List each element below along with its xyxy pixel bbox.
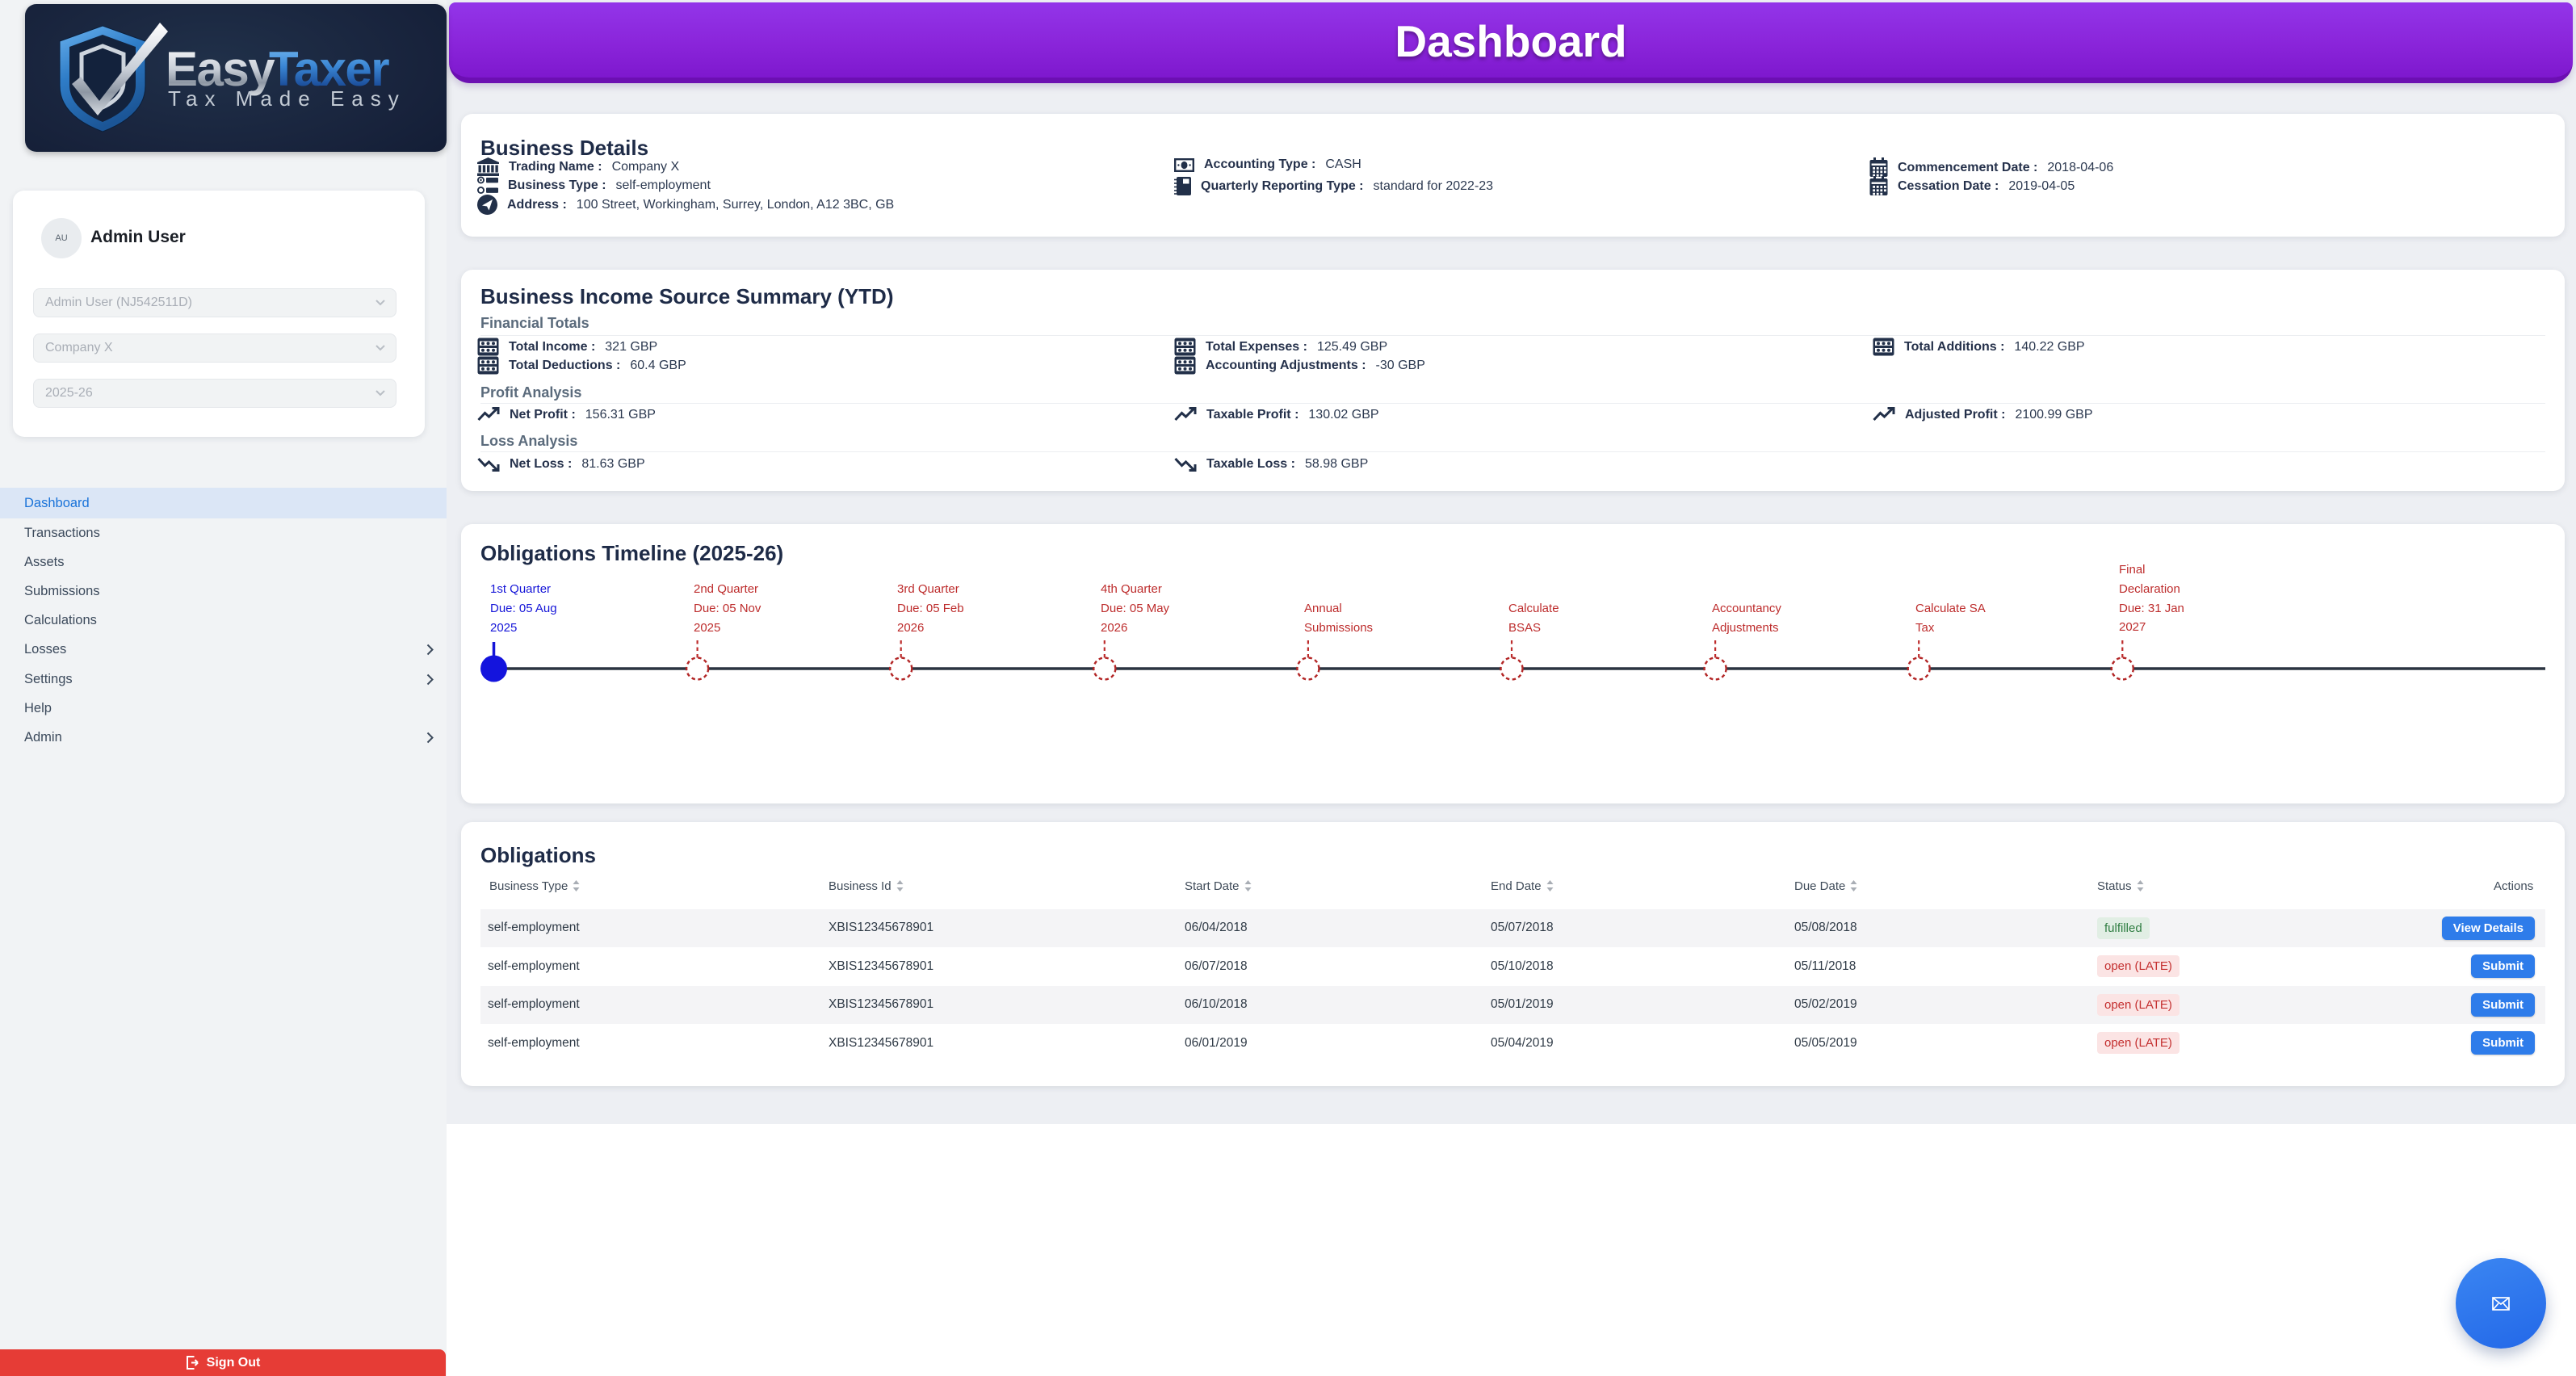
svg-text:Easy: Easy (166, 42, 275, 96)
svg-text:Tax Made Easy: Tax Made Easy (168, 86, 406, 111)
svg-text:Taxer: Taxer (269, 42, 389, 96)
